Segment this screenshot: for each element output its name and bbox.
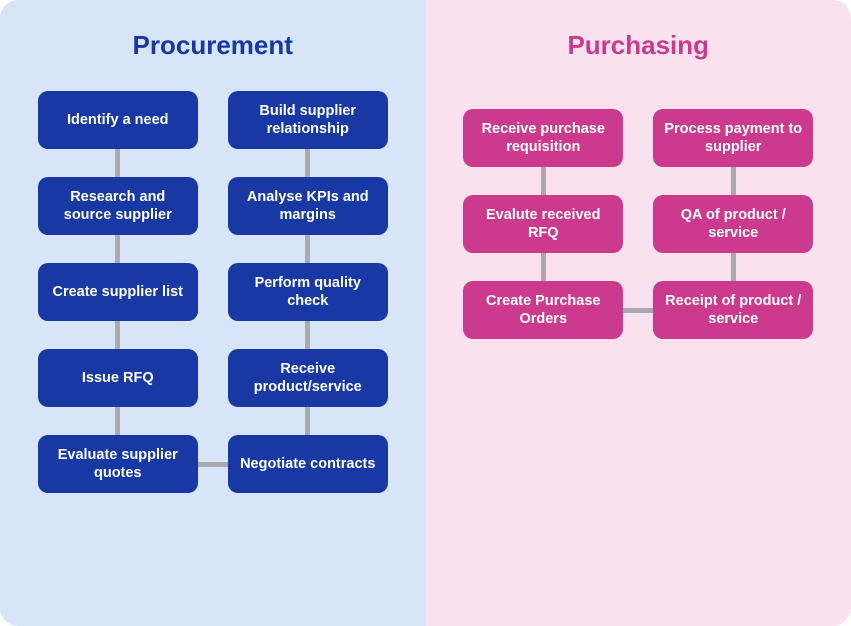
flow-node: Build supplier relationship [228, 91, 388, 149]
procurement-title: Procurement [20, 30, 406, 61]
procurement-panel: Procurement Identify a need Research and… [0, 0, 426, 626]
procurement-col-2: Build supplier relationship Analyse KPIs… [228, 91, 388, 493]
flow-node: Analyse KPIs and margins [228, 177, 388, 235]
connector [305, 407, 310, 435]
flow-node: Identify a need [38, 91, 198, 149]
procurement-flow: Identify a need Research and source supp… [20, 91, 406, 493]
connector [115, 407, 120, 435]
purchasing-flow: Receive purchase requisition Evalute rec… [446, 109, 832, 339]
connector [305, 321, 310, 349]
flow-node: Create supplier list [38, 263, 198, 321]
connector [731, 167, 736, 195]
connector [541, 167, 546, 195]
connector [115, 149, 120, 177]
flow-node: Research and source supplier [38, 177, 198, 235]
connector [115, 235, 120, 263]
connector [115, 321, 120, 349]
purchasing-title: Purchasing [446, 30, 832, 61]
flow-node: Evalute received RFQ [463, 195, 623, 253]
connector-horizontal [623, 308, 653, 313]
connector [731, 253, 736, 281]
connector-horizontal [198, 462, 228, 467]
connector [541, 253, 546, 281]
connector [305, 149, 310, 177]
procurement-col-1: Identify a need Research and source supp… [38, 91, 198, 493]
flow-node: Issue RFQ [38, 349, 198, 407]
flow-node: Receive purchase requisition [463, 109, 623, 167]
purchasing-col-1: Receive purchase requisition Evalute rec… [463, 109, 623, 339]
connector [305, 235, 310, 263]
flow-node: QA of product / service [653, 195, 813, 253]
purchasing-panel: Purchasing Receive purchase requisition … [426, 0, 851, 626]
flow-node: Create Purchase Orders [463, 281, 623, 339]
flow-node: Process payment to supplier [653, 109, 813, 167]
flow-node: Receipt of product / service [653, 281, 813, 339]
purchasing-col-2: Process payment to supplier QA of produc… [653, 109, 813, 339]
flow-node: Evaluate supplier quotes [38, 435, 198, 493]
flow-node: Receive product/service [228, 349, 388, 407]
flow-node: Negotiate contracts [228, 435, 388, 493]
flow-node: Perform quality check [228, 263, 388, 321]
